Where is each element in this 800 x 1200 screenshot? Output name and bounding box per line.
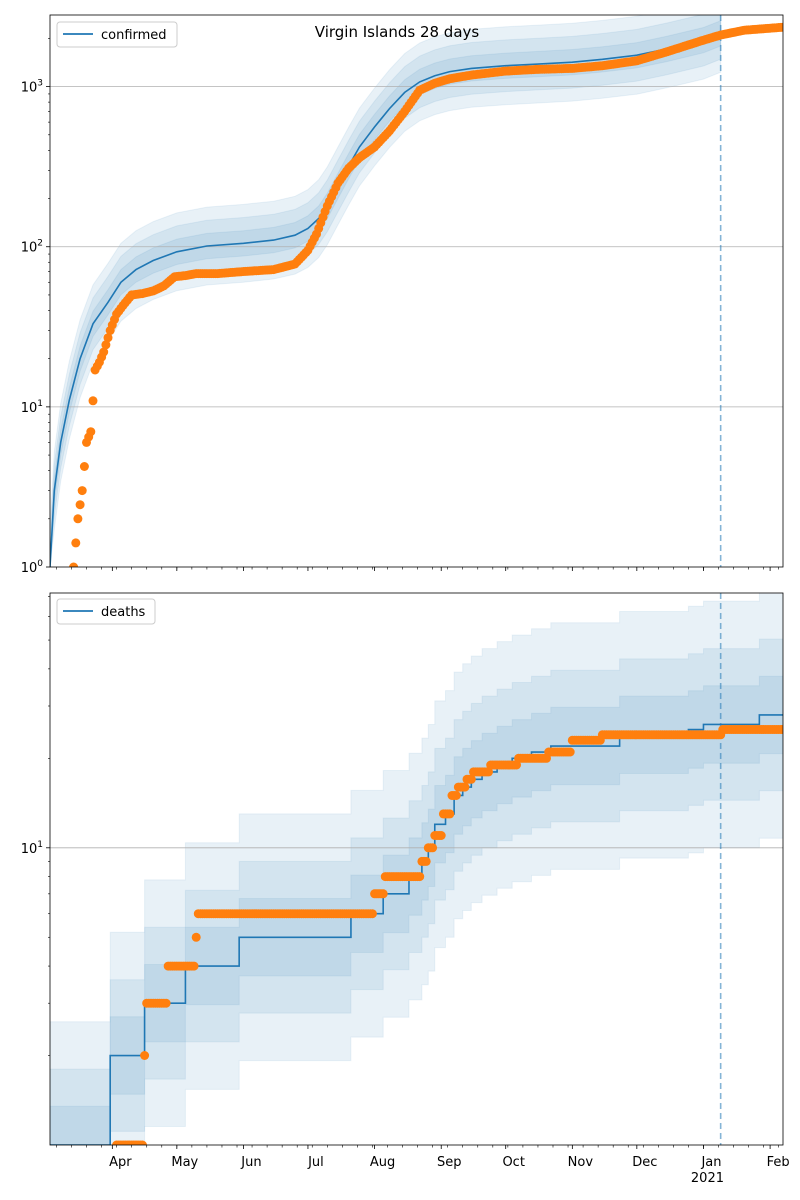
data-point [378,889,388,899]
x-tick-label: Aug [370,1155,395,1170]
data-point [69,562,79,567]
uncertainty-band-3 [50,675,783,1145]
data-point [103,333,113,343]
data-point [189,961,199,971]
x-tick-label: May [171,1155,198,1170]
confirmed-legend: confirmed [56,21,178,48]
y-tick-label: 101 [21,840,43,857]
data-point [428,843,438,853]
data-point [367,909,377,919]
data-point [75,500,85,510]
x-tick-label: Jan [700,1155,721,1170]
deaths-legend: deaths [56,598,156,625]
x-year-label: 2021 [691,1171,724,1186]
x-tick-label: Jun [240,1155,261,1170]
data-point [99,347,109,357]
data-point [137,1140,147,1145]
data-point [778,22,783,32]
x-tick-label: Jul [307,1155,324,1170]
data-point [88,396,98,406]
deaths-observed-points [112,725,783,1145]
confirmed-gridlines [50,86,783,408]
axes-frame [49,592,784,1146]
x-tick-label: Oct [502,1155,524,1170]
deaths-uncertainty-bands [50,593,783,1145]
data-point [86,427,96,437]
confirmed-axes: 100 101 102 103 [21,14,784,576]
data-point [101,340,111,350]
legend-label-deaths: deaths [101,605,146,620]
data-point [466,774,476,784]
y-tick-label: 101 [21,399,43,416]
data-point [484,767,493,777]
data-point [460,782,470,792]
data-point [421,856,431,866]
legend-label-confirmed: confirmed [101,28,167,43]
x-tick-label: Sep [437,1155,462,1170]
data-point [451,791,461,800]
data-point [79,462,89,471]
x-tick-label: Feb [767,1155,790,1170]
uncertainty-band-1 [50,15,722,567]
data-point [191,932,201,942]
y-tick-label: 102 [21,239,43,256]
data-point [565,747,575,757]
data-point [778,725,783,734]
legend-box [56,598,156,625]
data-point [445,809,455,819]
confirmed-panel: 100 101 102 103 Virgin Islands 28 days conf… [21,14,784,576]
data-point [161,998,171,1008]
x-tick-label: Nov [568,1155,594,1170]
data-point [73,514,83,524]
data-point [415,872,425,882]
data-point [436,831,446,840]
uncertainty-band-1 [50,593,783,1145]
x-tick-label: Dec [632,1155,657,1170]
uncertainty-band-2 [50,638,783,1145]
legend-box [56,21,178,48]
x-tick-label: Apr [109,1155,132,1170]
y-tick-label: 103 [21,79,43,96]
chart-title: Virgin Islands 28 days [315,23,480,41]
confirmed-observed-points [69,22,783,567]
data-point [140,1051,150,1060]
data-point [77,486,87,496]
y-tick-label: 100 [21,559,44,576]
axes-frame [49,14,784,568]
data-point [71,538,81,548]
